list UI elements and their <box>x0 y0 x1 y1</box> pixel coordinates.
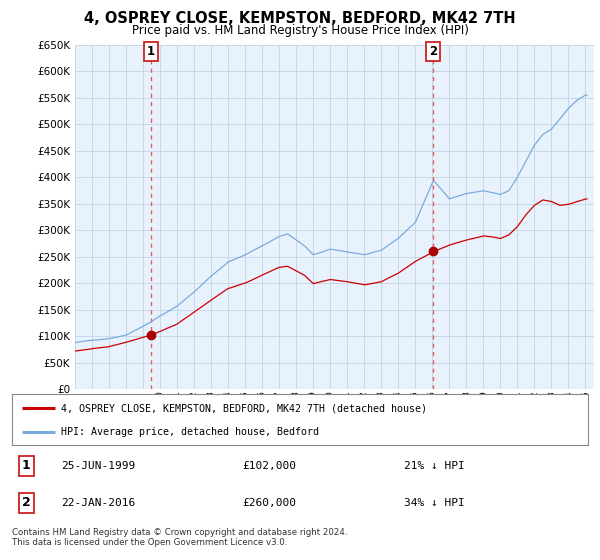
Text: HPI: Average price, detached house, Bedford: HPI: Average price, detached house, Bedf… <box>61 427 319 437</box>
Text: Price paid vs. HM Land Registry's House Price Index (HPI): Price paid vs. HM Land Registry's House … <box>131 24 469 36</box>
Text: 4, OSPREY CLOSE, KEMPSTON, BEDFORD, MK42 7TH: 4, OSPREY CLOSE, KEMPSTON, BEDFORD, MK42… <box>84 11 516 26</box>
Text: 34% ↓ HPI: 34% ↓ HPI <box>404 498 464 508</box>
Text: 2: 2 <box>430 45 437 58</box>
Text: 4, OSPREY CLOSE, KEMPSTON, BEDFORD, MK42 7TH (detached house): 4, OSPREY CLOSE, KEMPSTON, BEDFORD, MK42… <box>61 403 427 413</box>
Text: Contains HM Land Registry data © Crown copyright and database right 2024.
This d: Contains HM Land Registry data © Crown c… <box>12 528 347 547</box>
Text: 22-JAN-2016: 22-JAN-2016 <box>61 498 135 508</box>
Text: 1: 1 <box>22 459 31 473</box>
Text: £260,000: £260,000 <box>242 498 296 508</box>
Text: £102,000: £102,000 <box>242 461 296 471</box>
Text: 2: 2 <box>22 496 31 510</box>
Text: 21% ↓ HPI: 21% ↓ HPI <box>404 461 464 471</box>
Text: 25-JUN-1999: 25-JUN-1999 <box>61 461 135 471</box>
Text: 1: 1 <box>147 45 155 58</box>
